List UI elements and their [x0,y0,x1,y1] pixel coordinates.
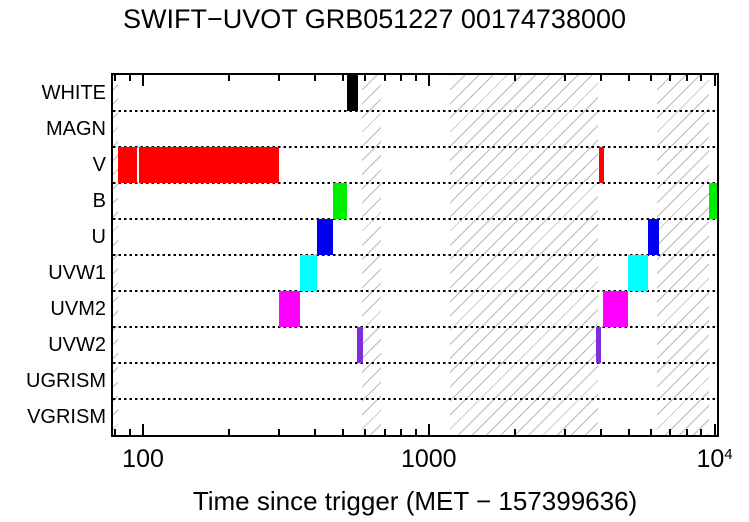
row-separator-line [113,254,717,256]
observation-bar-u [316,219,333,255]
minor-tick [685,429,688,435]
row-separator-line [113,362,717,364]
minor-tick [228,429,231,435]
minor-tick [314,429,317,435]
minor-tick [700,429,703,435]
observation-bar-uvw2 [595,327,601,363]
minor-tick [114,75,117,81]
y-axis-label-u: U [91,226,106,248]
observation-bar-v [139,147,279,183]
minor-tick [128,75,131,81]
plot-area [111,73,719,437]
observation-bar-uvw1 [627,255,648,291]
minor-tick [128,429,131,435]
observation-bar-uvm2 [602,291,628,327]
chart-title: SWIFT−UVOT GRB051227 00174738000 [122,4,627,34]
minor-tick [314,75,317,81]
minor-tick [278,75,281,81]
minor-tick [364,75,367,81]
minor-tick [414,75,417,81]
minor-tick [414,429,417,435]
minor-tick [564,429,567,435]
x-tick-label-10000: 104 [696,446,732,476]
minor-tick [513,75,516,81]
major-tick [427,424,430,435]
minor-tick [400,75,403,81]
observation-bar-u [647,219,659,255]
major-tick [427,75,430,86]
row-separator-line [113,398,717,400]
minor-tick [341,429,344,435]
minor-tick [383,429,386,435]
observation-bar-uvw2 [357,327,364,363]
x-tick-label-exponent: 4 [724,446,733,463]
y-axis-label-magn: MAGN [46,118,106,140]
row-separator-line [113,182,717,184]
x-tick-label-base: 1000 [400,445,457,473]
minor-tick [599,429,602,435]
minor-tick [650,429,653,435]
minor-tick [627,429,630,435]
minor-tick [669,429,672,435]
minor-tick [278,429,281,435]
major-tick [142,75,145,86]
minor-tick [364,429,367,435]
row-separator-line [113,146,717,148]
y-axis-label-uvm2: UVM2 [50,298,106,320]
major-tick [713,75,716,86]
y-axis-label-white: WHITE [41,82,106,104]
observation-bar-white [346,75,358,111]
y-axis-label-uvw1: UVW1 [48,262,106,284]
minor-tick [650,75,653,81]
row-separator-line [113,218,717,220]
observation-bar-v [118,147,137,183]
x-tick-label-base: 10 [696,445,725,473]
y-axis-label-v: V [92,154,106,176]
minor-tick [513,429,516,435]
minor-tick [341,75,344,81]
x-tick-label-base: 100 [122,445,164,473]
minor-tick [627,75,630,81]
y-axis-label-uvw2: UVW2 [48,334,106,356]
minor-tick [685,75,688,81]
row-separator-line [113,110,717,112]
x-tick-label-1000: 1000 [401,446,457,472]
minor-tick [564,75,567,81]
minor-tick [114,429,117,435]
minor-tick [669,75,672,81]
row-separator-line [113,290,717,292]
minor-tick [228,75,231,81]
minor-tick [383,75,386,81]
observation-bar-uvw1 [299,255,317,291]
y-axis-label-b: B [92,190,106,212]
observation-bar-v [598,147,604,183]
observation-bar-b [708,183,717,219]
major-tick [142,424,145,435]
major-tick [713,424,716,435]
row-separator-line [113,326,717,328]
minor-tick [599,75,602,81]
observation-bar-b [332,183,347,219]
x-axis-title: Time since trigger (MET − 157399636) [192,486,638,516]
x-tick-label-100: 100 [122,446,164,472]
y-axis-label-ugrism: UGRISM [26,370,106,392]
observation-bar-uvm2 [278,291,300,327]
y-axis-label-vgrism: VGRISM [27,406,106,428]
minor-tick [400,429,403,435]
minor-tick [700,75,703,81]
